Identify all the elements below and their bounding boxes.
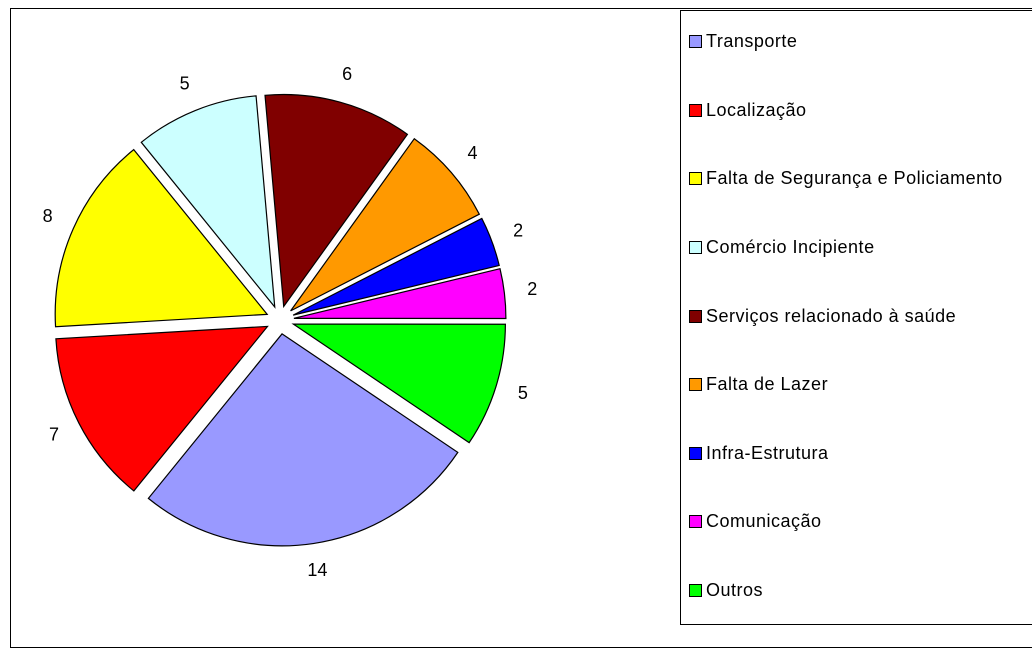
- legend-item: Serviços relacionado à saúde: [689, 302, 959, 330]
- legend-swatch: [689, 240, 702, 254]
- pie-slice: [147, 333, 459, 547]
- legend-swatch: [689, 446, 702, 460]
- legend-swatch: [689, 378, 702, 392]
- legend-item: Falta de Lazer: [689, 370, 959, 398]
- legend-label: Falta de Lazer: [706, 374, 829, 395]
- data-label: 6: [342, 64, 352, 84]
- data-label: 5: [518, 383, 528, 403]
- legend-label: Serviços relacionado à saúde: [706, 305, 957, 326]
- legend-label: Comércio Incipiente: [706, 236, 875, 257]
- legend-item: Outros: [689, 576, 959, 604]
- legend-label: Comunicação: [706, 511, 822, 532]
- legend-swatch: [689, 515, 702, 529]
- legend-label: Transporte: [706, 31, 798, 51]
- pie-slice: [140, 95, 276, 309]
- data-label: 2: [513, 220, 523, 240]
- data-label: 8: [43, 206, 53, 226]
- pie-slice: [291, 323, 506, 444]
- legend-label: Infra-Estrutura: [706, 442, 829, 463]
- legend-swatch: [689, 584, 702, 597]
- legend-label: Outros: [706, 580, 764, 600]
- data-label: 5: [180, 73, 190, 93]
- legend-item: Falta de Segurança e Policiamento: [689, 164, 1002, 192]
- pie-slice: [293, 267, 507, 320]
- legend: Transporte Localização Falta de Segurança …: [680, 10, 1032, 625]
- legend-label: Localização: [706, 99, 807, 120]
- legend-item: Infra-Estrutura: [689, 439, 959, 467]
- data-label: 7: [49, 425, 59, 445]
- legend-label: Falta de Segurança e Policiamento: [706, 168, 1003, 189]
- data-label: 14: [307, 560, 327, 580]
- data-label: 4: [468, 143, 478, 163]
- legend-swatch: [689, 172, 702, 186]
- legend-item: Comunicação: [689, 507, 959, 535]
- legend-swatch: [689, 309, 702, 323]
- legend-item: Transporte: [689, 27, 959, 55]
- legend-swatch: [689, 103, 702, 117]
- pie-slice: [290, 137, 481, 312]
- pie-slice: [292, 217, 500, 316]
- pie-slice: [54, 148, 269, 328]
- data-label: 2: [527, 279, 537, 299]
- pie-slice: [264, 93, 409, 309]
- chart: 14 7 8 5 6 4 2 2 5: [43, 64, 538, 580]
- legend-item: Comércio Incipiente: [689, 233, 959, 261]
- legend-swatch: [689, 35, 702, 48]
- pie-slice: [55, 325, 269, 492]
- legend-item: Localização: [689, 96, 959, 124]
